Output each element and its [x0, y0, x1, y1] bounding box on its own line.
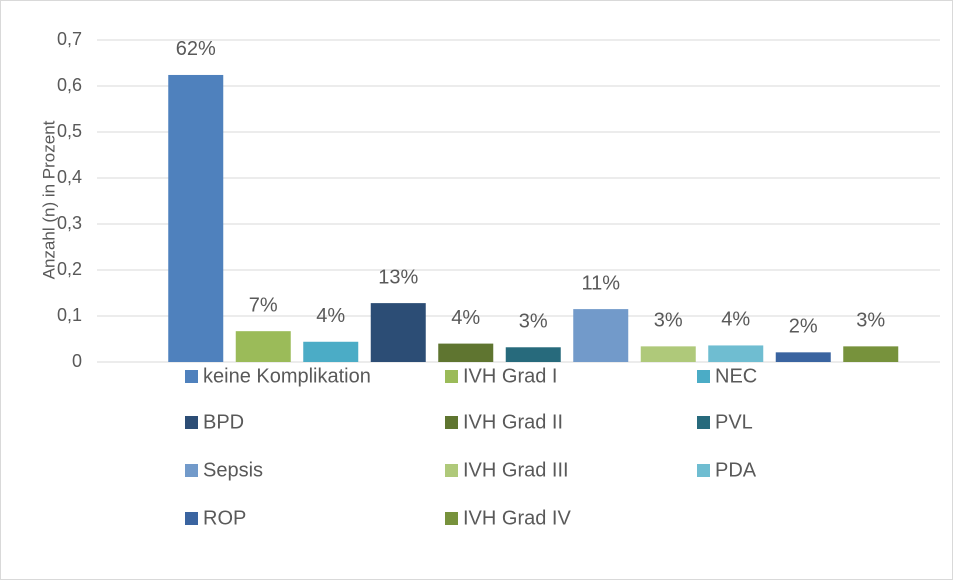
- legend-swatch: [445, 416, 458, 429]
- legend-label: keine Komplikation: [203, 365, 371, 387]
- data-label: 7%: [249, 294, 278, 316]
- y-tick-label: 0: [72, 351, 82, 371]
- data-label: 13%: [378, 266, 418, 288]
- legend-swatch: [697, 464, 710, 477]
- legend-label: IVH Grad IV: [463, 507, 571, 529]
- legend-swatch: [697, 370, 710, 383]
- bar: [168, 74, 224, 363]
- legend-swatch: [445, 464, 458, 477]
- legend-label: IVH Grad I: [463, 365, 557, 387]
- bar: [370, 303, 426, 362]
- bar: [235, 331, 291, 362]
- data-label: 62%: [176, 38, 216, 60]
- legend-label: NEC: [715, 365, 757, 387]
- data-label: 4%: [316, 305, 345, 327]
- data-label: 4%: [721, 309, 750, 331]
- bar: [303, 341, 359, 362]
- legend-label: PVL: [715, 411, 753, 433]
- legend-swatch: [185, 464, 198, 477]
- legend-label: IVH Grad III: [463, 459, 569, 481]
- bar: [505, 347, 561, 362]
- bar: [775, 352, 831, 362]
- data-label: 11%: [581, 272, 620, 294]
- legend-label: Sepsis: [203, 459, 263, 481]
- data-label: 3%: [856, 310, 885, 332]
- y-tick-label: 0,3: [57, 213, 82, 233]
- y-tick-label: 0,7: [57, 29, 82, 49]
- data-label: 2%: [789, 316, 818, 338]
- data-label: 4%: [451, 307, 480, 329]
- bar: [843, 346, 899, 362]
- legend-label: ROP: [203, 507, 246, 529]
- y-tick-label: 0,6: [57, 75, 82, 95]
- data-label: 3%: [519, 311, 548, 333]
- legend-label: BPD: [203, 411, 244, 433]
- y-tick-label: 0,4: [57, 167, 82, 187]
- legend-swatch: [185, 370, 198, 383]
- legend-label: PDA: [715, 459, 757, 481]
- legend-swatch: [697, 416, 710, 429]
- legend-swatch: [185, 512, 198, 525]
- bar: [708, 345, 764, 362]
- bar: [640, 346, 696, 362]
- legend-swatch: [445, 512, 458, 525]
- y-tick-label: 0,1: [57, 305, 82, 325]
- y-axis-title: Anzahl (n) in Prozent: [39, 120, 58, 279]
- legend-label: IVH Grad II: [463, 411, 563, 433]
- data-label: 3%: [654, 310, 683, 332]
- bar: [573, 309, 629, 362]
- bar: [438, 343, 494, 362]
- legend-swatch: [445, 370, 458, 383]
- legend-swatch: [185, 416, 198, 429]
- y-tick-label: 0,5: [57, 121, 82, 141]
- y-tick-label: 0,2: [57, 259, 82, 279]
